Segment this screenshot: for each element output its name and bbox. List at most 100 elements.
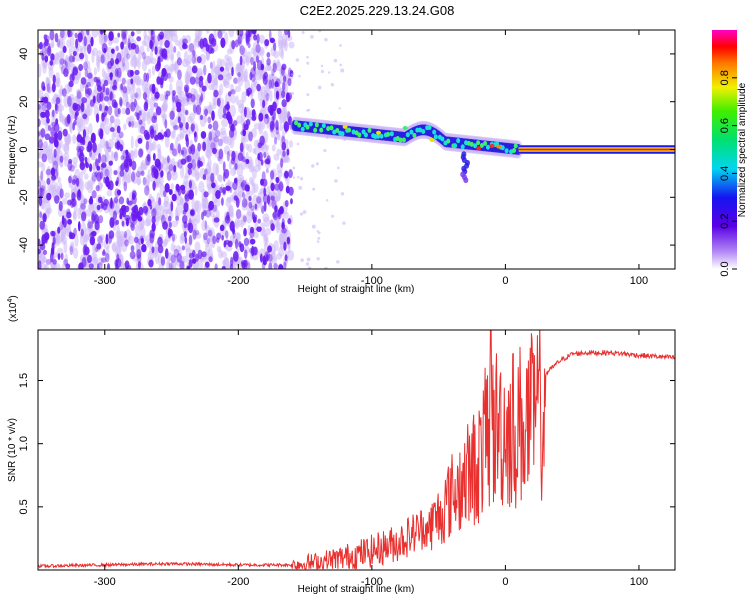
noise-blob: [77, 221, 81, 232]
noise-blob: [287, 92, 293, 100]
noise-speck: [271, 144, 276, 152]
noise-blob: [101, 112, 105, 122]
noise-blob: [40, 128, 46, 138]
noise-blob: [282, 150, 286, 157]
noise-blob: [112, 85, 118, 91]
noise-blob: [142, 205, 149, 214]
signal-peak: [485, 144, 490, 150]
noise-blob: [278, 264, 284, 269]
noise-speck: [192, 223, 198, 232]
noise-blob: [204, 108, 209, 116]
noise-speck: [299, 212, 304, 216]
noise-blob: [214, 263, 218, 269]
noise-blob: [40, 170, 44, 181]
noise-blob: [153, 102, 159, 108]
noise-blob: [123, 181, 128, 192]
noise-blob: [94, 220, 100, 231]
noise-blob: [76, 145, 82, 153]
noise-blob: [211, 147, 217, 155]
noise-speck: [143, 30, 147, 40]
noise-speck: [104, 149, 109, 163]
signal-peak: [351, 129, 356, 135]
noise-speck: [111, 132, 116, 141]
noise-blob: [41, 153, 48, 163]
noise-blob: [262, 75, 268, 85]
noise-blob: [145, 155, 151, 166]
noise-blob: [200, 93, 204, 103]
noise-blob: [97, 196, 103, 204]
noise-blob: [92, 141, 97, 153]
noise-blob: [242, 129, 246, 137]
noise-speck: [218, 89, 222, 100]
noise-speck: [212, 162, 219, 176]
noise-blob: [265, 92, 270, 102]
noise-speck: [221, 118, 228, 128]
noise-blob: [134, 92, 139, 99]
noise-blob: [47, 124, 51, 132]
noise-speck: [41, 162, 46, 173]
noise-speck: [306, 93, 310, 97]
noise-blob: [273, 42, 277, 52]
noise-blob: [96, 243, 102, 250]
noise-blob: [52, 258, 57, 265]
noise-blob: [110, 57, 115, 67]
noise-speck: [338, 107, 341, 110]
noise-blob: [263, 151, 267, 159]
noise-speck: [163, 195, 170, 205]
noise-blob: [216, 97, 221, 107]
noise-blob: [59, 155, 64, 163]
spectrogram-data: [38, 30, 675, 269]
noise-speck: [123, 123, 127, 131]
noise-blob: [246, 185, 250, 192]
signal-peak: [379, 133, 384, 139]
noise-blob: [142, 92, 148, 100]
noise-speck: [275, 253, 283, 260]
noise-speck: [300, 258, 304, 262]
noise-blob: [233, 195, 238, 201]
noise-blob: [191, 159, 197, 170]
noise-blob: [226, 150, 230, 162]
noise-speck: [70, 111, 74, 121]
noise-blob: [118, 96, 123, 107]
noise-blob: [43, 232, 50, 241]
noise-speck: [228, 205, 234, 217]
noise-speck: [141, 59, 148, 72]
colorbar-ticks: 0.0 0.2 0.4 0.6 0.8: [719, 70, 737, 277]
noise-blob: [226, 211, 230, 221]
noise-blob: [55, 96, 61, 105]
noise-blob: [269, 37, 275, 44]
noise-blob: [187, 162, 193, 170]
noise-speck: [96, 50, 103, 63]
noise-blob: [272, 62, 277, 73]
noise-blob: [95, 113, 100, 123]
noise-speck: [166, 30, 173, 44]
noise-speck: [201, 196, 207, 209]
noise-blob: [67, 160, 73, 171]
noise-blob: [211, 182, 216, 189]
noise-blob: [42, 249, 48, 256]
noise-blob: [87, 87, 92, 96]
noise-blob: [43, 42, 46, 48]
noise-speck: [297, 176, 300, 179]
signal-peak: [479, 143, 484, 149]
noise-blob: [42, 213, 47, 223]
signal-peak: [297, 122, 302, 128]
noise-speck: [68, 47, 73, 56]
noise-blob: [64, 61, 68, 69]
noise-blob: [45, 168, 52, 176]
noise-blob: [243, 106, 247, 118]
noise-speck: [167, 251, 173, 262]
noise-speck: [220, 127, 227, 136]
noise-speck: [219, 59, 226, 67]
noise-speck: [201, 219, 208, 232]
noise-blob: [78, 63, 84, 72]
noise-blob: [130, 223, 135, 231]
noise-speck: [72, 134, 77, 145]
signal-peak: [376, 133, 381, 139]
noise-blob: [67, 30, 71, 38]
noise-blob: [258, 112, 264, 122]
signal-peak: [483, 140, 488, 146]
signal-peak: [421, 129, 426, 135]
noise-speck: [46, 77, 51, 84]
noise-speck: [84, 53, 89, 63]
